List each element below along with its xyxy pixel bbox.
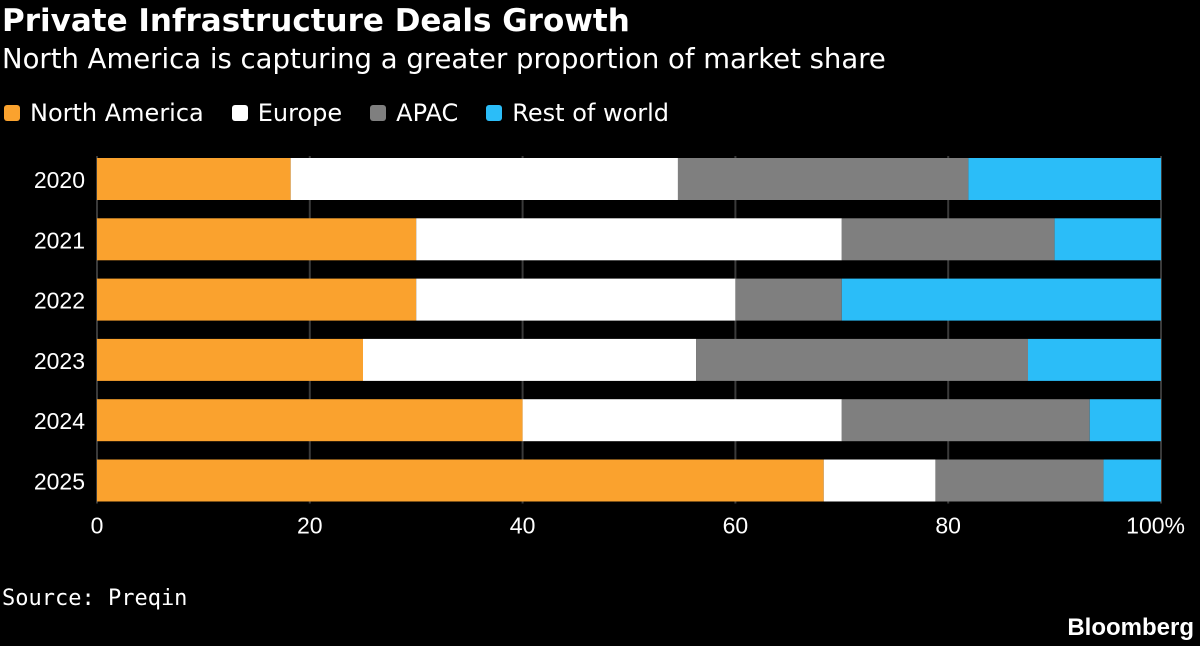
legend-swatch [231, 105, 248, 121]
bar-apac-2025 [935, 459, 1104, 502]
y-tick-label: 2020 [34, 167, 85, 193]
source-note: Source: Preqin [2, 586, 188, 611]
bar-north-america-2020 [97, 158, 291, 200]
chart-subtitle: North America is capturing a greater pro… [2, 43, 886, 75]
legend-label: APAC [396, 99, 459, 127]
bar-apac-2021 [841, 218, 1055, 261]
legend: North America Europe APAC Rest of world [4, 97, 697, 129]
bar-rest-of-world-2025 [1103, 459, 1161, 502]
y-tick-label: 2025 [34, 469, 85, 495]
bloomberg-logo: Bloomberg [1067, 614, 1194, 641]
bar-north-america-2025 [97, 459, 824, 502]
x-tick-label: 40 [510, 513, 536, 539]
bar-rest-of-world-2023 [1028, 338, 1161, 381]
bar-europe-2023 [363, 338, 697, 381]
bar-europe-2022 [416, 278, 736, 321]
y-tick-label: 2021 [34, 227, 85, 253]
bar-rest-of-world-2020 [968, 158, 1161, 200]
y-tick-label: 2022 [34, 288, 85, 314]
bar-apac-2022 [735, 278, 842, 321]
y-tick-label: 2023 [34, 348, 85, 374]
bar-apac-2024 [841, 399, 1090, 442]
legend-swatch [370, 105, 387, 121]
bar-north-america-2021 [97, 218, 417, 261]
bar-north-america-2023 [97, 338, 363, 381]
legend-label: North America [30, 99, 204, 127]
legend-item-europe: Europe [231, 99, 343, 127]
legend-swatch [486, 105, 503, 121]
x-tick-label: 80 [935, 513, 961, 539]
bar-europe-2024 [522, 399, 842, 442]
legend-item-rest-of-world: Rest of world [486, 99, 669, 127]
bar-apac-2023 [696, 338, 1028, 381]
x-tick-label: 100% [1126, 513, 1185, 539]
x-tick-label: 60 [723, 513, 749, 539]
bar-europe-2021 [416, 218, 842, 261]
legend-item-apac: APAC [370, 99, 458, 127]
bar-rest-of-world-2022 [841, 278, 1161, 321]
bar-rest-of-world-2021 [1054, 218, 1161, 261]
legend-label: Europe [257, 99, 343, 127]
x-tick-label: 0 [91, 513, 104, 539]
y-tick-label: 2024 [34, 408, 85, 434]
bar-rest-of-world-2024 [1089, 399, 1161, 442]
bar-apac-2020 [677, 158, 969, 200]
bar-europe-2025 [823, 459, 936, 502]
chart-title: Private Infrastructure Deals Growth [2, 3, 630, 39]
bar-north-america-2024 [97, 399, 523, 442]
x-tick-label: 20 [297, 513, 323, 539]
legend-label: Rest of world [512, 99, 670, 127]
bar-europe-2020 [290, 158, 678, 200]
bar-north-america-2022 [97, 278, 417, 321]
legend-item-north-america: North America [4, 99, 204, 127]
legend-swatch [4, 105, 20, 121]
